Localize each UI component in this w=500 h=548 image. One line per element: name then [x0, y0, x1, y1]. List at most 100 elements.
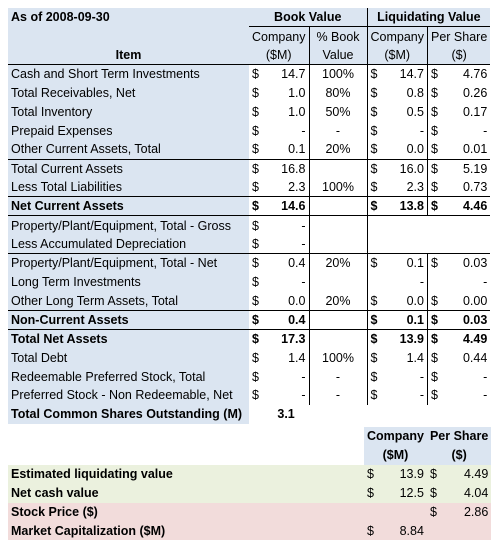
- book-dollar-sign: $: [249, 102, 264, 122]
- liq-value-cell: 16.0: [381, 158, 429, 179]
- liq-dollar-sign: $: [367, 196, 382, 216]
- table-row: Total Receivables, Net $1.0 80% $0.8 $0.26: [8, 83, 491, 103]
- per-share-dollar-sign: $: [427, 178, 443, 197]
- liq-value-cell: 0.0: [381, 140, 429, 160]
- liq-value-cell: [381, 234, 428, 254]
- per-share-dollar-sign: $: [427, 309, 443, 330]
- liq-value-cell: 0.5: [381, 102, 429, 122]
- row-label: Total Inventory: [8, 102, 249, 122]
- pct-book-cell: -: [309, 367, 368, 387]
- pct-book-cell: 80%: [309, 83, 368, 103]
- table-row: Long Term Investments $ - - -: [8, 272, 491, 292]
- per-share-cell: 0.17: [443, 102, 491, 122]
- summary-per-share-header: Per Share: [426, 427, 492, 446]
- book-dollar-sign: $: [249, 348, 264, 368]
- book-dollar-sign: $: [249, 367, 264, 387]
- summary-per-share-dollar: $: [426, 483, 443, 503]
- summary-company-value: 13.9: [378, 464, 427, 484]
- table-row: Total Inventory $1.0 50% $0.5 $0.17: [8, 102, 491, 122]
- summary-company-dollar: $: [364, 483, 379, 503]
- book-dollar-sign: $: [249, 83, 264, 103]
- book-value-cell: -: [263, 234, 310, 254]
- per-share-dollar-sign: $: [427, 253, 443, 273]
- per-share-cell: -: [443, 272, 491, 292]
- book-company-unit: ($M): [249, 45, 310, 66]
- table-row: Total Debt $1.4 100% $1.4 $0.44: [8, 348, 491, 368]
- book-dollar-sign: $: [249, 121, 264, 141]
- row-label: Other Long Term Assets, Total: [8, 291, 249, 311]
- liq-value-cell: 2.3: [381, 178, 429, 197]
- pct-book-cell: 100%: [309, 64, 368, 84]
- liq-value-cell: -: [381, 386, 429, 405]
- per-share-cell: 0.26: [443, 83, 491, 103]
- summary-label: Market Capitalization ($M): [8, 521, 364, 541]
- table-row: Non-Current Assets $0.4 $0.1 $0.03: [8, 309, 491, 330]
- table-row: Total Current Assets $16.8 $16.0 $5.19: [8, 158, 491, 179]
- pct-book-cell: 50%: [309, 102, 368, 122]
- table-row: Total Net Assets $17.3 $13.9 $4.49: [8, 328, 491, 349]
- liq-value-cell: -: [381, 272, 429, 292]
- per-share-cell: 0.44: [443, 348, 491, 368]
- pct-book-cell: -: [309, 121, 368, 141]
- table-row: Property/Plant/Equipment, Total - Net $0.…: [8, 253, 491, 273]
- liq-dollar-sign: $: [367, 328, 382, 349]
- book-value-cell: 0.0: [263, 291, 310, 311]
- summary-label: Estimated liquidating value: [8, 464, 364, 484]
- pct-book-unit: Value: [309, 45, 368, 66]
- book-value-cell: 3.1: [263, 404, 309, 424]
- liquidating-value-header: Liquidating Value: [367, 8, 491, 27]
- per-share-cell: -: [443, 386, 491, 405]
- row-label: Property/Plant/Equipment, Total - Gross: [8, 215, 249, 235]
- liq-value-cell: -: [381, 367, 429, 387]
- liq-value-cell: 0.1: [381, 253, 429, 273]
- table-row: Cash and Short Term Investments $14.7 100%…: [8, 64, 491, 84]
- summary-company-unit: ($M): [364, 445, 427, 465]
- book-value-cell: -: [263, 121, 310, 141]
- book-value-cell: -: [263, 386, 310, 405]
- liq-dollar-sign: $: [367, 140, 382, 160]
- pct-book-cell: [309, 158, 368, 179]
- per-share-dollar-sign: $: [427, 158, 443, 179]
- per-share-cell: 0.03: [443, 309, 491, 330]
- pct-book-header: % Book: [309, 26, 368, 46]
- per-share-dollar-sign: $: [427, 196, 443, 216]
- table-row: Prepaid Expenses $ - - $ - $ -: [8, 121, 491, 141]
- liq-company-unit: ($M): [367, 45, 428, 66]
- per-share-cell: 5.19: [443, 158, 491, 179]
- row-label: Less Accumulated Depreciation: [8, 234, 249, 254]
- per-share-dollar-sign: $: [427, 386, 443, 405]
- summary-per-share-dollar: $: [426, 464, 443, 484]
- liq-value-cell: 14.7: [381, 64, 429, 84]
- per-share-cell: [443, 405, 490, 424]
- table-row: Less Total Liabilities $2.3 100% $2.3 $0.73: [8, 178, 491, 197]
- book-value-cell: -: [263, 367, 310, 387]
- book-dollar-sign: $: [249, 178, 264, 197]
- per-share-dollar-sign: $: [427, 102, 443, 122]
- per-share-cell: -: [443, 121, 491, 141]
- row-label: Less Total Liabilities: [8, 178, 249, 197]
- pct-book-cell: 20%: [309, 291, 368, 311]
- liq-value-cell: 0.1: [381, 309, 429, 330]
- balance-sheet-table: As of 2008-09-30 Book Value Liquidating …: [8, 8, 491, 424]
- row-label: Redeemable Preferred Stock, Total: [8, 367, 249, 387]
- summary-company-value: 8.84: [378, 521, 427, 541]
- liq-value-cell: 1.4: [381, 348, 429, 368]
- per-share-cell: [443, 234, 491, 254]
- book-dollar-sign: $: [249, 234, 264, 254]
- liq-value-cell: 0.8: [381, 83, 429, 103]
- row-label: Prepaid Expenses: [8, 121, 249, 141]
- summary-company-value: 12.5: [378, 483, 427, 503]
- per-share-cell: [443, 215, 491, 235]
- book-value-cell: 14.7: [263, 64, 310, 84]
- book-dollar-sign: $: [249, 309, 264, 330]
- liq-dollar-sign: $: [367, 102, 382, 122]
- row-label: Total Common Shares Outstanding (M): [8, 404, 249, 424]
- summary-row: Stock Price ($) $2.86: [8, 502, 492, 522]
- pct-book-cell: [309, 215, 368, 235]
- summary-row: Estimated liquidating value $13.9 $4.49: [8, 464, 492, 484]
- summary-row: Market Capitalization ($M) $8.84: [8, 521, 492, 541]
- liq-value-cell: [381, 215, 428, 235]
- pct-book-cell: 20%: [309, 253, 368, 273]
- summary-company-header: Company: [364, 427, 427, 446]
- table-row: Other Current Assets, Total $0.1 20% $0.0 $0…: [8, 140, 491, 160]
